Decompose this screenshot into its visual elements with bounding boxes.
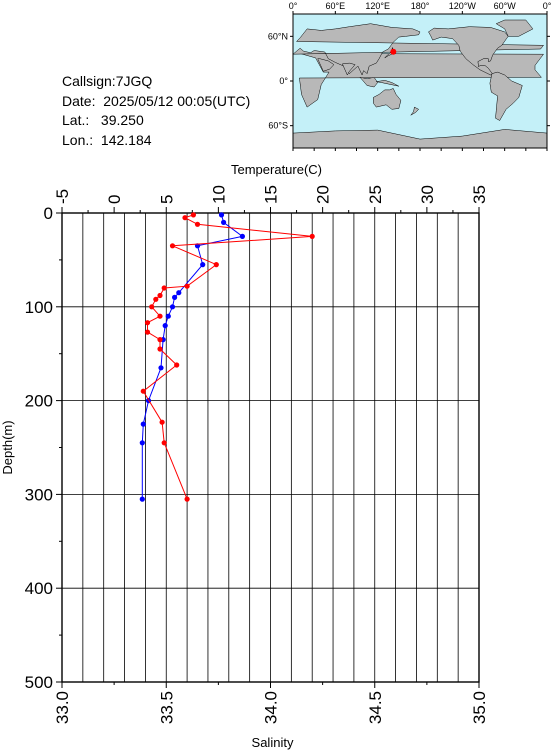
map-lon-label: 0° bbox=[543, 1, 552, 11]
temperature-point bbox=[169, 304, 176, 310]
salinity-point bbox=[161, 285, 167, 291]
salinity-point bbox=[184, 283, 190, 289]
salinity-point bbox=[157, 337, 163, 343]
temperature-line bbox=[141, 214, 244, 500]
salinity-point bbox=[184, 496, 190, 502]
salinity-point bbox=[157, 313, 163, 319]
depth-tick-label: 500 bbox=[25, 673, 53, 692]
temperature-axis-title: Temperature(C) bbox=[231, 162, 322, 177]
salinity-point bbox=[182, 215, 188, 221]
land-mass-9 bbox=[428, 26, 509, 76]
depth-tick-label: 400 bbox=[25, 579, 53, 598]
date-label: Date: 2025/05/12 00:05(UTC) bbox=[62, 92, 251, 109]
map-lat-label: 0° bbox=[279, 76, 288, 86]
salinity-point bbox=[144, 320, 151, 326]
salinity-point bbox=[161, 440, 167, 446]
depth-axis-title: Depth(m) bbox=[0, 420, 15, 474]
map-lon-label: 120°W bbox=[449, 1, 477, 11]
salinity-point bbox=[309, 233, 315, 239]
salinity-point bbox=[194, 221, 201, 227]
temperature-point bbox=[176, 290, 182, 296]
temperature-point bbox=[139, 496, 145, 502]
salinity-point bbox=[213, 262, 219, 268]
temperature-tick-label: 20 bbox=[314, 185, 333, 204]
salinity-axis-title: Salinity bbox=[252, 735, 294, 750]
salinity-point bbox=[144, 329, 151, 335]
salinity-point bbox=[153, 296, 159, 302]
temperature-tick-label: -5 bbox=[53, 189, 72, 204]
temperature-point bbox=[200, 262, 206, 268]
temperature-point bbox=[165, 313, 171, 319]
salinity-point bbox=[140, 388, 146, 394]
salinity-tick-label: 34.0 bbox=[262, 691, 281, 724]
salinity-line bbox=[142, 214, 313, 500]
map-lon-label: 60°W bbox=[494, 1, 517, 11]
land-mass-10 bbox=[495, 19, 534, 37]
salinity-tick-label: 33.5 bbox=[157, 691, 176, 724]
temperature-point bbox=[140, 421, 146, 427]
salinity-point bbox=[169, 243, 176, 249]
salinity-tick-label: 35.0 bbox=[470, 691, 489, 724]
latitude-label: Lat.: 39.250 bbox=[62, 112, 144, 128]
temperature-point bbox=[239, 233, 245, 239]
land-mass-2 bbox=[317, 58, 335, 72]
temperature-tick-label: 30 bbox=[418, 185, 437, 204]
temperature-point bbox=[158, 365, 164, 371]
longitude-label: Lon.: 142.184 bbox=[62, 131, 152, 148]
salinity-point bbox=[174, 362, 180, 368]
salinity-point bbox=[190, 212, 196, 218]
world-map: 0° 60°E 120°E 180° 120°W 60°W 0° 60°N 0° 60°S bbox=[268, 1, 552, 151]
salinity-tick-label: 34.5 bbox=[366, 691, 385, 724]
map-lon-label: 180° bbox=[411, 1, 430, 11]
temperature-point bbox=[139, 440, 145, 446]
temperature-point bbox=[172, 294, 178, 300]
land-mass-3 bbox=[342, 62, 356, 76]
map-lat-label: 60°N bbox=[268, 31, 288, 41]
depth-tick-label: 100 bbox=[25, 298, 53, 317]
salinity-tick-label: 33.0 bbox=[53, 691, 72, 724]
land-mass-4 bbox=[359, 76, 379, 88]
land-mass-1 bbox=[292, 23, 545, 76]
map-lat-label: 60°S bbox=[268, 121, 288, 131]
depth-tick-label: 300 bbox=[25, 485, 53, 504]
temperature-tick-label: 35 bbox=[470, 185, 489, 204]
salinity-point bbox=[157, 346, 163, 352]
temperature-point bbox=[221, 219, 227, 225]
station-marker bbox=[390, 48, 397, 55]
depth-tick-label: 0 bbox=[44, 204, 53, 223]
station-info: Callsign:7JGQ Date: 2025/05/12 00:05(UTC… bbox=[62, 72, 250, 150]
temperature-tick-label: 25 bbox=[366, 185, 385, 204]
temperature-point bbox=[162, 323, 168, 329]
map-lon-label: 60°E bbox=[326, 1, 346, 11]
depth-tick-label: 200 bbox=[25, 392, 53, 411]
temperature-point bbox=[218, 212, 225, 218]
temperature-tick-label: 15 bbox=[262, 185, 281, 204]
land-mass-5 bbox=[376, 80, 399, 87]
temperature-tick-label: 5 bbox=[157, 195, 176, 204]
map-lon-label: 0° bbox=[289, 1, 298, 11]
temperature-tick-label: 10 bbox=[209, 185, 228, 204]
land-mass-7 bbox=[373, 88, 402, 110]
land-mass-11 bbox=[489, 71, 523, 121]
salinity-point bbox=[149, 304, 155, 310]
salinity-point bbox=[159, 419, 165, 425]
map-lon-label: 120°E bbox=[365, 1, 390, 11]
salinity-point bbox=[157, 292, 163, 299]
land-mass-8 bbox=[410, 106, 420, 116]
temperature-tick-label: 0 bbox=[105, 195, 124, 204]
callsign-label: Callsign:7JGQ bbox=[62, 73, 153, 89]
